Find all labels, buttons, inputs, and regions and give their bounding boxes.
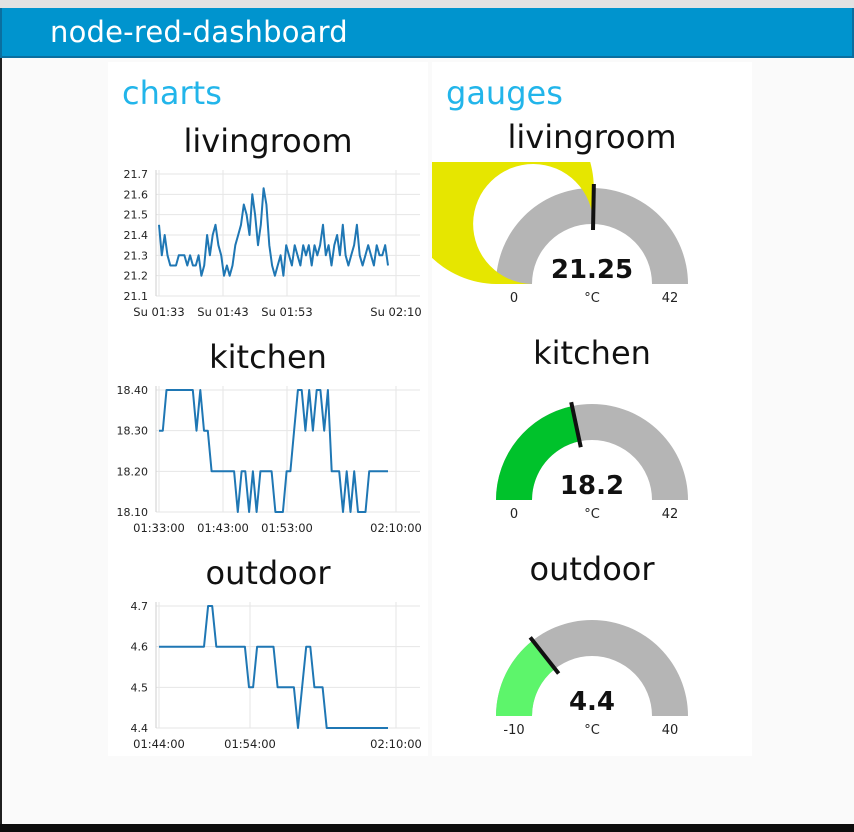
y-tick-label: 21.1 (124, 290, 149, 303)
gauges-group: gauges livingroom 21.25 °C 0 42 kitchen 18.… (432, 62, 752, 756)
gauge-max: 42 (662, 291, 679, 302)
gauge-min: 0 (510, 291, 518, 302)
gauge-min: 0 (510, 507, 518, 518)
y-tick-label: 18.20 (117, 465, 149, 478)
gauge-track (496, 620, 688, 716)
y-tick-label: 4.6 (131, 641, 149, 654)
gauge-value: 18.2 (560, 471, 624, 501)
y-tick-label: 18.30 (117, 425, 149, 438)
gauge-unit: °C (584, 723, 600, 734)
gauge-unit: °C (584, 291, 600, 302)
chart-livingroom[interactable]: 21.7 21.6 21.5 21.4 21.3 21.2 21.1 Su 01:33 Su 0… (108, 164, 428, 324)
gauges-group-title: gauges (446, 74, 563, 112)
series-line (159, 389, 388, 513)
gauge-outdoor: 4.4 °C -10 40 (496, 620, 688, 734)
gauge-needle (591, 183, 596, 231)
x-tick-label: Su 01:33 (133, 305, 184, 319)
x-tick-label: 01:33:00 (133, 521, 185, 535)
x-tick-label: 01:53:00 (261, 521, 313, 535)
dashboard-header: node-red-dashboard (0, 8, 854, 58)
gauge-needle (528, 636, 561, 675)
browser-top-strip (0, 0, 854, 8)
gauge-unit: °C (584, 507, 600, 518)
gauge-max: 40 (662, 723, 679, 734)
gauge-fill (432, 162, 594, 284)
x-tick-label: 02:10:00 (370, 521, 422, 535)
gauge-value: 4.4 (569, 687, 615, 717)
gauge-value: 21.25 (551, 255, 633, 285)
y-tick-label: 21.3 (124, 249, 149, 262)
chart-outdoor[interactable]: 4.7 4.6 4.5 4.4 01:44:00 01:54:00 02:10:00 (108, 596, 428, 756)
gauge-title-livingroom: livingroom (507, 118, 677, 156)
y-tick-label: 18.10 (117, 506, 149, 519)
gauge-needle (569, 401, 583, 448)
y-tick-label: 21.2 (124, 270, 149, 283)
y-tick-label: 4.4 (131, 722, 149, 735)
chart-title-outdoor: outdoor (205, 554, 331, 592)
x-tick-label: 01:43:00 (197, 521, 249, 535)
gauge-kitchen: 18.2 °C 0 42 (496, 401, 688, 518)
series-line (159, 605, 388, 729)
bottom-edge (0, 824, 854, 832)
chart-title-kitchen: kitchen (209, 338, 327, 376)
x-tick-label: 02:10:00 (370, 737, 422, 751)
gauge-title-kitchen: kitchen (533, 334, 651, 372)
gauge-min: -10 (503, 723, 524, 734)
y-tick-label: 4.7 (131, 600, 149, 613)
chart-title-livingroom: livingroom (183, 122, 353, 160)
y-tick-label: 4.5 (131, 681, 149, 694)
x-tick-label: Su 01:43 (197, 305, 248, 319)
dashboard-title: node-red-dashboard (50, 15, 348, 49)
left-edge (0, 58, 2, 824)
y-tick-label: 21.6 (124, 188, 149, 201)
x-tick-label: Su 02:10 (370, 305, 421, 319)
gauge-max: 42 (662, 507, 679, 518)
gauge-title-outdoor: outdoor (529, 550, 655, 588)
chart-kitchen[interactable]: 18.40 18.30 18.20 18.10 01:33:00 01:43:00 01:5… (108, 380, 428, 540)
y-tick-label: 21.7 (124, 168, 149, 181)
gauge-livingroom: 21.25 °C 0 42 (432, 162, 688, 302)
y-tick-label: 18.40 (117, 384, 149, 397)
x-tick-label: 01:54:00 (224, 737, 276, 751)
gauge-track (496, 188, 688, 284)
gauge-fill (496, 640, 555, 716)
y-tick-label: 21.4 (124, 229, 149, 242)
charts-group: charts livingroom 21.7 21.6 21.5 21.4 21.3 21… (108, 62, 428, 756)
charts-group-title: charts (122, 74, 222, 112)
gauge-fill (496, 406, 580, 500)
series-line (158, 187, 389, 277)
x-tick-label: Su 01:53 (261, 305, 312, 319)
x-tick-label: 01:44:00 (133, 737, 185, 751)
y-tick-label: 21.5 (124, 209, 149, 222)
